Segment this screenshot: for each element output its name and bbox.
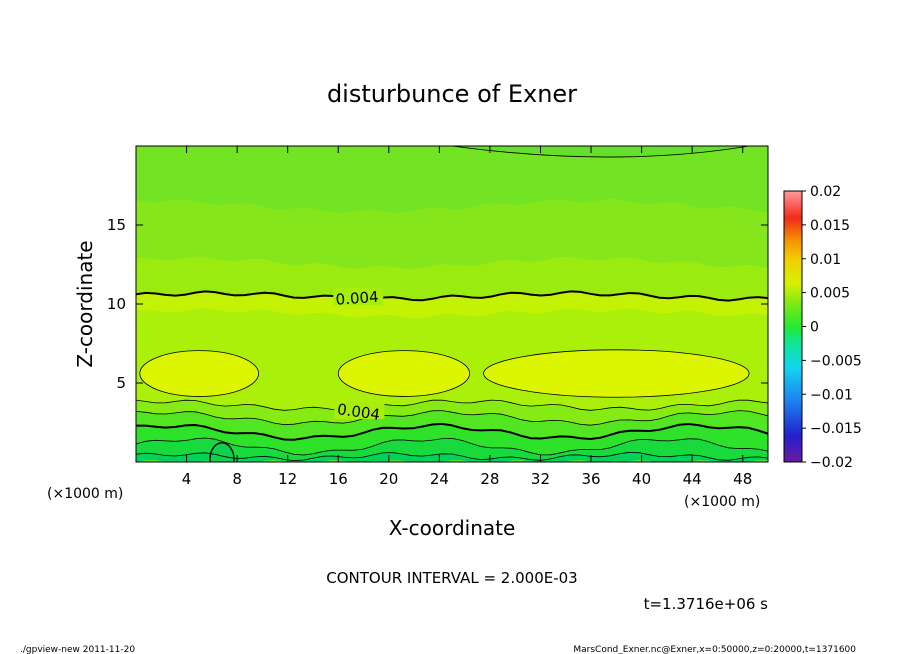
max-lobe-1: [337, 350, 471, 397]
x-tick-label-11: 48: [733, 470, 752, 488]
x-axis-ticks: 4 8 12 16 20 24 28 32 36 40 44 48: [182, 146, 752, 488]
colorbar-tick-label-1: 0.015: [810, 218, 850, 234]
contour-band-9: [136, 146, 768, 213]
colorbar-tick-label-7: −0.015: [810, 421, 862, 437]
y-tick-label-0: 5: [116, 374, 126, 392]
colorbar-tick-label-3: 0.005: [810, 286, 850, 302]
x-axis-label: X-coordinate: [389, 516, 516, 540]
x-tick-label-8: 36: [581, 470, 600, 488]
y-tick-label-1: 10: [107, 295, 126, 313]
y-axis-ticks: 5 10 15: [107, 216, 768, 392]
x-tick-label-2: 12: [278, 470, 297, 488]
x-tick-label-9: 40: [632, 470, 651, 488]
x-tick-label-1: 8: [232, 470, 242, 488]
y-axis-unit: (×1000 m): [47, 486, 123, 502]
max-lobe-2: [483, 349, 750, 398]
min-bump: [209, 442, 235, 462]
contour-label-0: 0.004: [335, 288, 379, 309]
y-axis-label: Z-coordinate: [73, 240, 97, 367]
colorbar-tick-label-8: −0.02: [810, 455, 853, 471]
contour-line-7: [136, 290, 768, 302]
contour-label-bg-1: [334, 402, 385, 420]
x-tick-label-7: 32: [531, 470, 550, 488]
colorbar-ticks: 0.02 0.015 0.01 0.005 0 −0.005 −0.01 −0.015 −0.0…: [802, 184, 862, 471]
contour-band-2: [136, 423, 768, 455]
colorbar: [783, 190, 803, 463]
contour-band-0: [136, 452, 768, 462]
x-tick-label-6: 28: [480, 470, 499, 488]
top-lobe-contour: [451, 146, 750, 158]
contour-line-1: [136, 451, 768, 462]
colorbar-tick-label-2: 0.01: [810, 252, 841, 268]
x-tick-label-3: 16: [329, 470, 348, 488]
chart-title: disturbunce of Exner: [327, 80, 577, 108]
footer-right: MarsCond_Exner.nc@Exner,x=0:50000,z=0:20…: [573, 645, 856, 654]
contour-label-bg-0: [333, 288, 384, 306]
contour-band-7: [136, 256, 768, 301]
colorbar-tick-label-6: −0.01: [810, 387, 853, 403]
contour-label-1: 0.004: [336, 400, 381, 424]
contour-field: 0.004 0.004: [136, 146, 768, 462]
x-tick-label-0: 4: [182, 470, 192, 488]
colorbar-tick-label-0: 0.02: [810, 184, 841, 200]
contour-line-5: [136, 399, 768, 411]
contour-band-1: [136, 438, 768, 461]
x-axis-unit: (×1000 m): [684, 494, 760, 510]
contour-line-2: [136, 437, 768, 456]
colorbar-tick-label-5: −0.005: [810, 353, 862, 369]
max-lobe-0: [139, 350, 260, 397]
x-tick-label-10: 44: [683, 470, 702, 488]
time-text: t=1.3716e+06 s: [644, 595, 769, 613]
contour-line-4: [136, 410, 768, 426]
colorbar-tick-label-4: 0: [810, 320, 819, 336]
contour-interval-text: CONTOUR INTERVAL = 2.000E-03: [326, 569, 577, 587]
x-tick-label-5: 24: [430, 470, 449, 488]
x-tick-label-4: 20: [379, 470, 398, 488]
y-tick-label-2: 15: [107, 216, 126, 234]
contour-band-8: [136, 198, 768, 270]
contour-band-4: [136, 400, 768, 426]
contour-line-3: [136, 422, 768, 441]
footer-left: ./gpview-new 2011-11-20: [20, 645, 135, 654]
